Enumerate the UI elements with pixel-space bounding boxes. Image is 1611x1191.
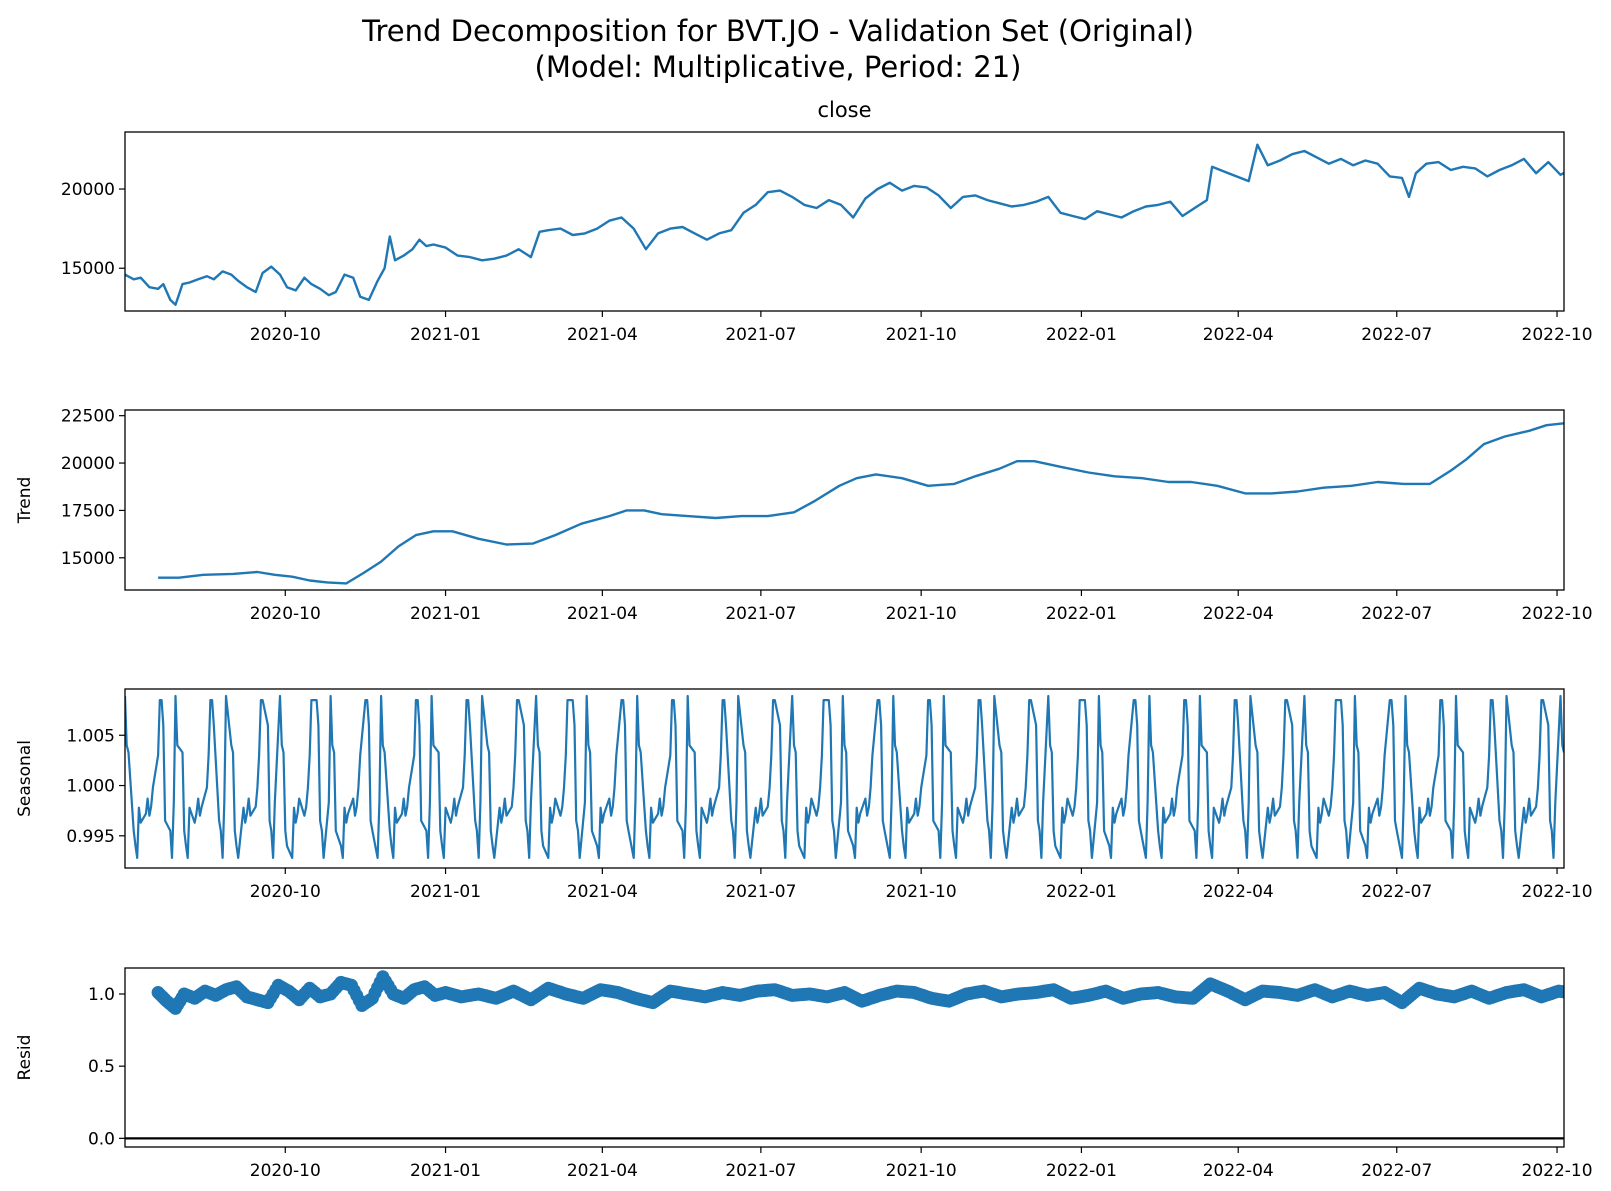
xtick-label: 2020-10: [250, 1161, 321, 1181]
subplot-seasonal: Seasonal 0.995 1.000 1.005 2020-10 2021-01 202…: [15, 688, 1593, 902]
ytick-label: 15000: [61, 259, 115, 279]
ytick-label: 15000: [61, 549, 115, 569]
xtick-label: 2020-10: [250, 882, 321, 902]
subplot-trend-frame: [124, 409, 1565, 591]
xtick-label: 2021-04: [567, 325, 638, 345]
subplot-resid-frame: [124, 967, 1565, 1148]
xtick-label: 2022-01: [1046, 325, 1117, 345]
xtick-label: 2022-10: [1522, 1161, 1593, 1181]
series-line-close: [125, 143, 1564, 306]
series-line-seasonal: [125, 694, 1564, 859]
subplot-close-frame: [124, 131, 1565, 312]
figure-title-line2: (Model: Multiplicative, Period: 21): [535, 50, 1022, 84]
ytick-label: 1.0: [88, 985, 115, 1005]
xtick-label: 2022-10: [1522, 604, 1593, 624]
xtick-label: 2022-01: [1046, 882, 1117, 902]
xtick-label: 2022-07: [1361, 604, 1432, 624]
xtick-label: 2021-07: [725, 325, 796, 345]
series-line-trend: [158, 422, 1564, 585]
figure-title-line1: Trend Decomposition for BVT.JO - Validat…: [361, 14, 1194, 48]
subplot-panels: close 15000 20000 2020-10 2021-01 2021-04 2021…: [15, 98, 1593, 1181]
xtick-label: 2020-10: [250, 604, 321, 624]
xtick-label: 2022-04: [1203, 1161, 1274, 1181]
ytick-label: 1.000: [66, 777, 115, 797]
xtick-label: 2021-07: [725, 604, 796, 624]
xtick-label: 2021-10: [886, 604, 957, 624]
xtick-label: 2022-07: [1361, 325, 1432, 345]
xtick-label: 2022-04: [1203, 604, 1274, 624]
xtick-label: 2022-01: [1046, 604, 1117, 624]
xtick-label: 2022-07: [1361, 1161, 1432, 1181]
xtick-label: 2021-10: [886, 882, 957, 902]
subplot-close-title: close: [817, 98, 871, 122]
xtick-label: 2021-10: [886, 325, 957, 345]
subplot-seasonal-plot-area: [125, 694, 1564, 859]
subplot-trend: Trend 15000 17500 20000 22500 2020-10 2021-01 2…: [15, 407, 1593, 624]
ytick-label: 22500: [61, 407, 115, 427]
ytick-label: 20000: [61, 454, 115, 474]
ytick-label: 0.5: [88, 1057, 115, 1077]
xtick-label: 2021-01: [410, 604, 481, 624]
subplot-seasonal-frame: [124, 688, 1565, 869]
ytick-label: 1.005: [66, 726, 115, 746]
ytick-label: 20000: [61, 180, 115, 200]
subplot-close: close 15000 20000 2020-10 2021-01 2021-04 2021…: [61, 98, 1593, 345]
ytick-label: 17500: [61, 501, 115, 521]
xtick-label: 2021-10: [886, 1161, 957, 1181]
xtick-label: 2022-04: [1203, 882, 1274, 902]
subplot-resid: Resid 0.0 0.5 1.0 2020-10 2021-01 2021-04 2021-…: [15, 967, 1593, 1181]
xtick-label: 2021-04: [567, 1161, 638, 1181]
ytick-label: 0.0: [88, 1129, 115, 1149]
subplot-trend-ylabel: Trend: [15, 477, 35, 525]
xtick-label: 2021-01: [410, 882, 481, 902]
xtick-label: 2021-01: [410, 1161, 481, 1181]
xtick-label: 2022-04: [1203, 325, 1274, 345]
xtick-label: 2022-01: [1046, 1161, 1117, 1181]
xtick-label: 2022-10: [1522, 325, 1593, 345]
ytick-label: 0.995: [66, 827, 115, 847]
subplot-seasonal-ylabel: Seasonal: [15, 740, 35, 817]
xtick-label: 2020-10: [250, 325, 321, 345]
subplot-trend-plot-area: [158, 422, 1564, 585]
xtick-label: 2021-04: [567, 604, 638, 624]
xtick-label: 2021-07: [725, 882, 796, 902]
subplot-resid-plot-area: [125, 970, 1564, 1140]
xtick-label: 2021-01: [410, 325, 481, 345]
subplot-resid-ylabel: Resid: [15, 1035, 35, 1081]
xtick-label: 2021-04: [567, 882, 638, 902]
subplot-close-plot-area: [125, 143, 1564, 306]
xtick-label: 2022-10: [1522, 882, 1593, 902]
xtick-label: 2022-07: [1361, 882, 1432, 902]
xtick-label: 2021-07: [725, 1161, 796, 1181]
